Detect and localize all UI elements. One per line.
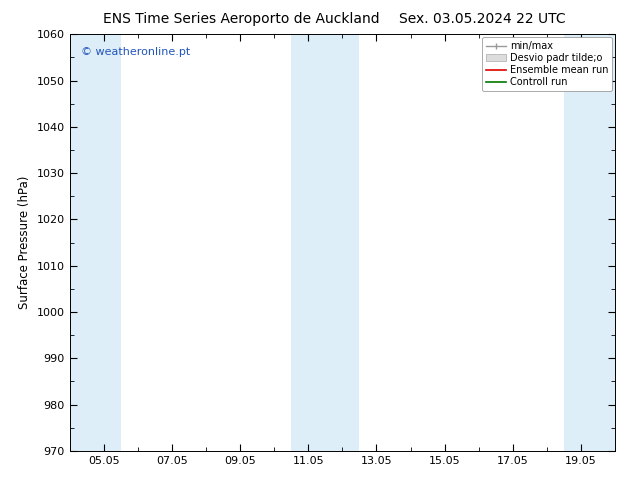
Bar	[564, 34, 632, 451]
Y-axis label: Surface Pressure (hPa): Surface Pressure (hPa)	[18, 176, 31, 309]
Text: © weatheronline.pt: © weatheronline.pt	[81, 47, 190, 57]
Bar	[53, 34, 121, 451]
Text: ENS Time Series Aeroporto de Auckland: ENS Time Series Aeroporto de Auckland	[103, 12, 379, 26]
Legend: min/max, Desvio padr tilde;o, Ensemble mean run, Controll run: min/max, Desvio padr tilde;o, Ensemble m…	[482, 37, 612, 91]
Bar	[291, 34, 359, 451]
Text: Sex. 03.05.2024 22 UTC: Sex. 03.05.2024 22 UTC	[399, 12, 565, 26]
